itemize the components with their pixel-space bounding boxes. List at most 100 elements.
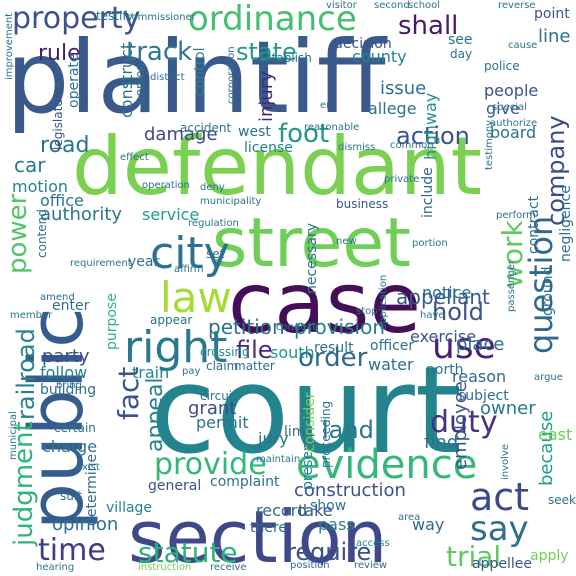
word-certain: certain: [54, 421, 96, 435]
word-er: er: [320, 100, 331, 111]
word-purpose: purpose: [104, 293, 120, 350]
word-member: member: [10, 310, 53, 321]
word-road: road: [40, 133, 89, 158]
word-statute: statute: [138, 536, 238, 569]
word-receive: receive: [210, 562, 247, 573]
word-control: control: [192, 47, 208, 96]
word-review: review: [354, 560, 387, 571]
word-construct: construct: [117, 43, 136, 118]
word-conduct: conduct: [276, 322, 316, 333]
word-section: section: [128, 495, 387, 576]
word-result: result: [314, 340, 354, 356]
word-railroad: railroad: [12, 328, 40, 420]
word-cause: cause: [508, 40, 537, 51]
word-use: use: [432, 326, 496, 367]
word-dismiss: dismiss: [338, 142, 375, 153]
word-person: person: [133, 63, 147, 104]
word-public: public: [14, 307, 100, 530]
word-work: work: [496, 219, 529, 288]
word-case: case: [228, 254, 421, 352]
word-office: office: [40, 191, 84, 210]
word-application: application: [378, 275, 389, 330]
word-damage: damage: [144, 124, 218, 145]
word-proceeding: proceeding: [319, 401, 333, 468]
word-charge: charge: [42, 437, 97, 456]
word-perform: perform: [496, 210, 536, 221]
word-matter: matter: [234, 359, 275, 373]
word-subject: subject: [458, 388, 509, 404]
word-seek: seek: [548, 493, 576, 507]
word-special: special: [492, 102, 527, 113]
word-second: second: [374, 0, 410, 11]
word-give: give: [486, 99, 520, 118]
word-water: water: [368, 355, 414, 374]
word-argue: argue: [534, 372, 563, 383]
word-stop: stop: [356, 306, 378, 317]
word-negligence: negligence: [558, 185, 574, 262]
word-deny: deny: [200, 182, 225, 193]
word-circuit: circuit: [200, 389, 237, 403]
word-portion: portion: [412, 238, 448, 249]
word-establish: establish: [258, 51, 312, 65]
word-service: service: [142, 205, 199, 224]
word-appellant: appellant: [396, 285, 490, 309]
word-party: party: [42, 346, 90, 367]
word-people: people: [484, 81, 538, 100]
word-position: position: [290, 560, 330, 571]
word-suit: suit: [60, 489, 82, 503]
word-question: question: [522, 216, 560, 354]
word-there: there: [250, 520, 287, 536]
word-opinion: opinion: [52, 514, 118, 535]
word-area: area: [398, 512, 420, 523]
word-city: city: [150, 228, 230, 279]
word-testimony: testimony: [484, 120, 495, 170]
word-year: year: [128, 254, 159, 270]
word-highway: highway: [421, 93, 440, 160]
word-set: set: [206, 247, 225, 261]
word-reasonable: reasonable: [304, 122, 359, 133]
word-private: private: [384, 174, 419, 185]
word-time: time: [38, 533, 106, 568]
word-right: right: [124, 322, 227, 373]
word-owner: owner: [480, 398, 536, 419]
word-place: place: [456, 334, 504, 355]
word-property: property: [12, 1, 140, 36]
word-apply: apply: [530, 548, 569, 564]
word-amend: amend: [40, 292, 75, 303]
word-complaint: complaint: [210, 474, 280, 490]
word-contend: contend: [35, 209, 49, 258]
word-license: license: [244, 140, 293, 156]
word-necessary: necessary: [304, 223, 320, 294]
word-find: find: [424, 432, 458, 453]
word-regulation: regulation: [188, 218, 239, 229]
word-reason: reason: [452, 367, 506, 386]
word-evidence: evidence: [296, 442, 477, 488]
word-pass: pass: [318, 515, 355, 534]
word-exist: exist: [76, 462, 100, 473]
word-grant: grant: [188, 398, 236, 419]
word-order: order: [298, 343, 368, 373]
word-duty: duty: [430, 405, 498, 440]
word-fact: fact: [112, 367, 145, 420]
word-construction: construction: [294, 480, 406, 501]
word-injury: injury: [256, 71, 277, 122]
word-improvement: improvement: [4, 13, 15, 80]
word-common: common: [390, 140, 434, 151]
word-hearing: hearing: [36, 562, 74, 573]
word-ground: ground: [540, 266, 556, 316]
word-school: school: [408, 0, 440, 11]
word-commissioner: commissioner: [126, 12, 197, 23]
word-new: new: [336, 236, 357, 247]
word-board: board: [490, 123, 536, 142]
word-instruction: instruction: [138, 562, 191, 573]
word-shall: shall: [398, 11, 458, 41]
word-jury: jury: [257, 429, 289, 448]
word-determine: determine: [84, 454, 100, 526]
word-reverse: reverse: [498, 0, 536, 11]
word-follow: follow: [40, 363, 87, 382]
word-municipal: municipal: [8, 411, 19, 460]
word-officer: officer: [370, 338, 414, 354]
word-train: train: [132, 363, 169, 382]
word-building: building: [40, 382, 96, 398]
